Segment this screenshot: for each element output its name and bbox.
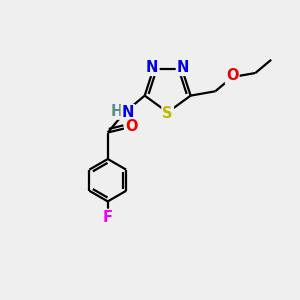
- Text: S: S: [162, 106, 173, 121]
- Text: H: H: [111, 104, 123, 119]
- Text: N: N: [146, 60, 158, 75]
- Text: N: N: [122, 105, 134, 120]
- Text: F: F: [103, 210, 113, 225]
- Text: O: O: [226, 68, 239, 83]
- Text: O: O: [125, 119, 138, 134]
- Text: N: N: [177, 60, 189, 75]
